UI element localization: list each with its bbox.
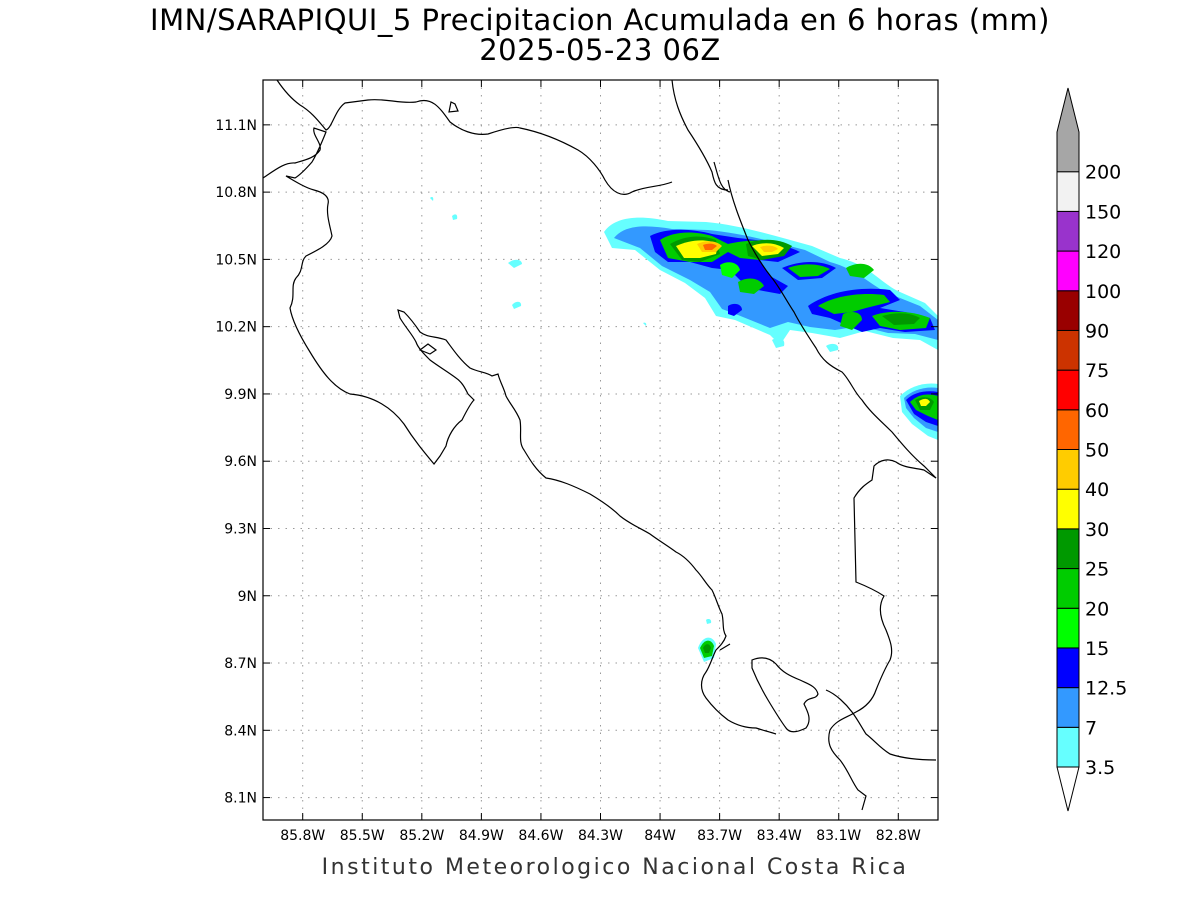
- precip-isolated-cells: [430, 197, 647, 326]
- coastlines: [262, 79, 937, 811]
- colorbar-swatch: [1056, 726, 1080, 768]
- lon-tick-label: 85.5W: [340, 828, 385, 844]
- lat-tick-label: 8.1N: [224, 791, 257, 807]
- colorbar-label: 60: [1085, 400, 1109, 422]
- colorbar-label: 50: [1085, 440, 1109, 462]
- colorbar-swatch: [1056, 409, 1080, 450]
- lat-tick-label: 9N: [238, 589, 257, 605]
- colorbar-swatch: [1056, 647, 1080, 689]
- colorbar-label: 120: [1085, 241, 1121, 263]
- lat-tick-label: 10.5N: [215, 252, 257, 268]
- lat-tick-label: 8.7N: [224, 656, 257, 672]
- san-juan-river-mouth: [713, 161, 731, 193]
- lat-tick-label: 9.3N: [224, 521, 257, 537]
- footer-credit: Instituto Meteorologico Nacional Costa R…: [321, 855, 909, 880]
- golfo-dulce-coast: [719, 643, 819, 733]
- precip-cell-east: [900, 383, 938, 440]
- colorbar-swatch: [1056, 607, 1080, 649]
- map-frame: [262, 79, 939, 821]
- cr-panama-border: [727, 179, 937, 479]
- precip-band-north: [604, 217, 938, 352]
- nicaragua-lake-shore: [276, 79, 673, 195]
- colorbar-label: 40: [1085, 479, 1109, 501]
- lon-tick-label: 83.7W: [697, 828, 742, 844]
- lat-tick-label: 9.6N: [224, 454, 257, 470]
- colorbar-label: 15: [1085, 638, 1109, 660]
- colorbar-swatch: [1056, 290, 1080, 331]
- lat-tick-label: 9.9N: [224, 387, 257, 403]
- lat-tick-label: 10.2N: [215, 320, 257, 336]
- lon-tick-label: 84.6W: [518, 828, 563, 844]
- nicaragua-caribbean-coast: [671, 79, 729, 191]
- lon-tick-label: 83.1W: [816, 828, 861, 844]
- colorbar-label: 25: [1085, 559, 1109, 581]
- colorbar-label: 150: [1085, 201, 1121, 223]
- colorbar-label: 7: [1085, 717, 1097, 739]
- lon-tick-label: 85.8W: [280, 828, 325, 844]
- colorbar-swatch: [1056, 369, 1080, 411]
- burica-peninsula-coast: [825, 689, 937, 761]
- lon-tick-label: 84.9W: [459, 828, 504, 844]
- colorbar-swatch: [1056, 210, 1080, 252]
- precipitation-field: [430, 197, 938, 662]
- gulf-of-nicoya-island: [418, 343, 438, 355]
- map-datetime: 2025-05-23 06Z: [479, 33, 721, 67]
- grid-lines: [263, 80, 938, 820]
- lat-tick-label: 10.8N: [215, 185, 257, 201]
- lon-tick-label: 82.8W: [876, 828, 921, 844]
- lat-tick-label: 11.1N: [215, 118, 257, 134]
- lon-tick-label: 85.2W: [399, 828, 444, 844]
- colorbar-upper-triangle: [1056, 87, 1080, 173]
- colorbar-label: 200: [1085, 162, 1121, 184]
- lon-tick-label: 84W: [644, 828, 676, 844]
- precip-cell-south: [698, 619, 716, 662]
- colorbar-swatch: [1056, 568, 1080, 609]
- colorbar-swatch: [1056, 687, 1080, 728]
- colorbar-label: 30: [1085, 519, 1109, 541]
- colorbar-label: 3.5: [1085, 757, 1115, 779]
- colorbar: 3.5 7 12.5 15 20 25 30 40 50 60 75 90 100 120 150 200: [1056, 87, 1127, 812]
- lat-tick-label: 8.4N: [224, 723, 257, 739]
- colorbar-swatch: [1056, 488, 1080, 530]
- colorbar-swatch: [1056, 250, 1080, 292]
- panama-caribbean-coast: [828, 459, 937, 811]
- colorbar-label: 100: [1085, 281, 1121, 303]
- lon-tick-label: 83.4W: [757, 828, 802, 844]
- colorbar-label: 75: [1085, 360, 1109, 382]
- colorbar-label: 90: [1085, 320, 1109, 342]
- map-axes: 85.8W 85.5W 85.2W 84.9W 84.6W 84.3W 84W 83.7W 83…: [215, 80, 938, 844]
- map-title: IMN/SARAPIQUI_5 Precipitacion Acumulada …: [150, 3, 1050, 37]
- colorbar-swatch: [1056, 449, 1080, 490]
- lake-island: [448, 101, 459, 113]
- lon-tick-label: 84.3W: [578, 828, 623, 844]
- colorbar-label: 12.5: [1085, 678, 1127, 700]
- colorbar-swatch: [1056, 171, 1080, 212]
- colorbar-swatch: [1056, 329, 1080, 371]
- nicoya-peninsula-coast: [262, 127, 777, 735]
- colorbar-swatch: [1056, 528, 1080, 570]
- colorbar-label: 20: [1085, 598, 1109, 620]
